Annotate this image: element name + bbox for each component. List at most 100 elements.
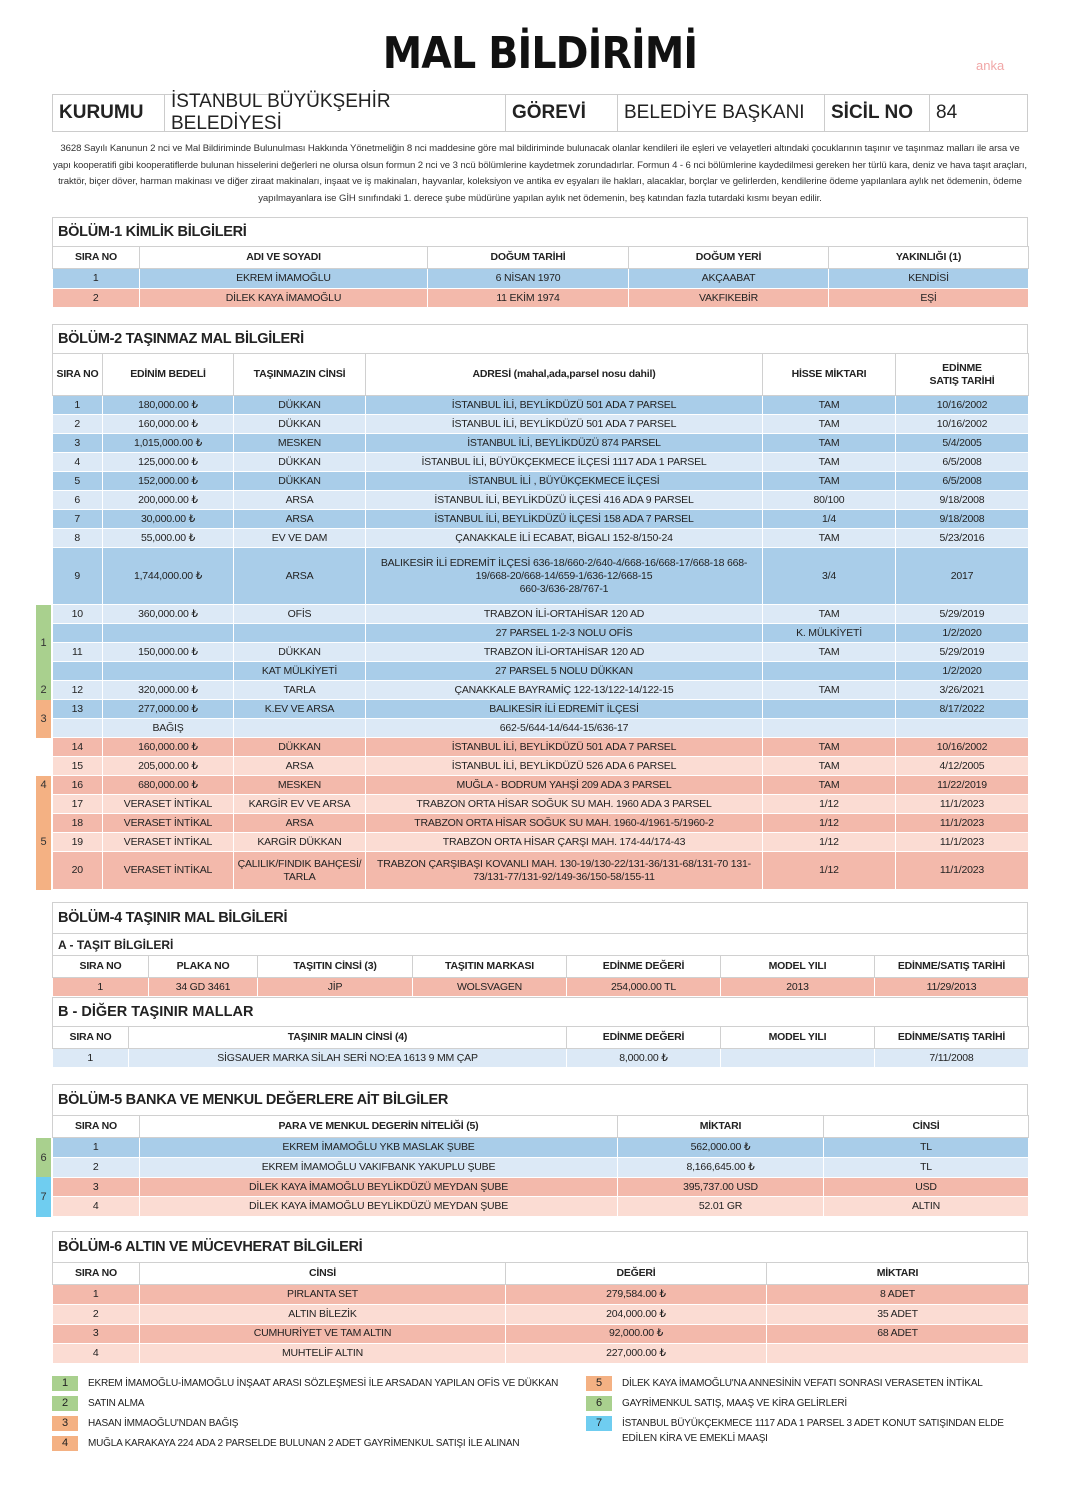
table-cell: TRABZON İLİ-ORTAHİSAR 120 AD [365, 604, 763, 625]
table-cell: 3/26/2021 [895, 680, 1029, 701]
table-row: 1 EKREM İMAMOĞLU 6 NİSAN 1970 AKÇAABAT KENDİ… [52, 268, 1029, 289]
table-cell: 180,000.00 ₺ [102, 395, 234, 416]
column-header: MODEL YILI [720, 1026, 875, 1050]
table-cell: 14 [52, 737, 103, 758]
header-row: SIRA NO TAŞINIR MALIN CİNSİ (4) EDİNME DEĞ… [52, 1026, 1029, 1050]
table-cell: 1 [52, 1284, 140, 1305]
table-cell: DÜKKAN [233, 737, 366, 758]
legend-text: MUĞLA KARAKAYA 224 ADA 2 PARSELDE BULUNA… [88, 1437, 520, 1449]
legend-item: 1 EKREM İMAMOĞLU-İMAMOĞLU İNŞAAT ARASI SÖ… [52, 1375, 572, 1391]
group-marker-6: 6 [36, 1137, 51, 1178]
column-header: SIRA NO [52, 1115, 140, 1139]
column-header: EDİNME/SATIŞ TARİHİ [874, 1026, 1029, 1050]
table-cell: 1 [52, 977, 149, 998]
table-cell: K.EV VE ARSA [233, 699, 366, 720]
table-cell: CUMHURİYET VE TAM ALTIN [139, 1324, 506, 1345]
table-cell: TAM [762, 680, 896, 701]
table-cell: KARGİR EV VE ARSA [233, 794, 366, 815]
table-row: 17 VERASET İNTİKAL KARGİR EV VE ARSA TRABZO… [52, 794, 1029, 815]
legend-text: SATIN ALMA [88, 1397, 145, 1409]
table-cell: 1,015,000.00 ₺ [102, 433, 234, 454]
table-cell: 125,000.00 ₺ [102, 452, 234, 473]
table-cell: TAM [762, 452, 896, 473]
table-cell: 1,744,000.00 ₺ [102, 547, 234, 606]
table-cell: ALTIN BİLEZİK [139, 1304, 506, 1325]
table-cell: ALTIN [823, 1196, 1029, 1218]
table-cell: İSTANBUL İLİ, BÜYÜKÇEKMECE İLÇESİ 1117 A… [365, 452, 763, 473]
table-cell: 4 [52, 452, 103, 473]
table-cell: 12 [52, 680, 103, 701]
table-cell: 6 [52, 490, 103, 511]
table-cell: 8/17/2022 [895, 699, 1029, 720]
table-cell: 2013 [720, 977, 875, 998]
table-cell: 6/5/2008 [895, 471, 1029, 492]
table-cell: BAĞIŞ [102, 718, 234, 739]
column-header: SIRA NO [52, 1262, 140, 1286]
page-title: MAL BİLDİRİMİ [382, 28, 698, 79]
table-cell: 562,000.00 ₺ [617, 1137, 824, 1159]
table-cell: 13 [52, 699, 103, 720]
table-cell: K. MÜLKİYETİ [762, 623, 896, 644]
table-cell: 1 [52, 1137, 140, 1159]
table-row: 20 VERASET İNTİKAL ÇALILIK/FINDIK BAHÇESİ/… [52, 851, 1029, 891]
table-cell: ARSA [233, 756, 366, 777]
table-cell: KARGİR DÜKKAN [233, 832, 366, 853]
table-cell: KENDİSİ [828, 268, 1029, 289]
legend-text: EKREM İMAMOĞLU-İMAMOĞLU İNŞAAT ARASI SÖZ… [88, 1377, 559, 1389]
table-cell: EKREM İMAMOĞLU [139, 268, 428, 289]
table-cell: TAM [762, 433, 896, 454]
legend-item: 4 MUĞLA KARAKAYA 224 ADA 2 PARSELDE BULUN… [52, 1435, 572, 1451]
table-cell: 1 [52, 395, 103, 416]
table-cell: 5/4/2005 [895, 433, 1029, 454]
header-row: SIRA NO EDİNİM BEDELİ TAŞINMAZIN CİNSİ ADRE… [52, 353, 1029, 397]
table-cell: 254,000.00 TL [566, 977, 721, 998]
table-cell: 205,000.00 ₺ [102, 756, 234, 777]
table-row: 27 PARSEL 1-2-3 NOLU OFİS K. MÜLKİYETİ 1/2… [52, 623, 1029, 644]
legend-swatch: 3 [52, 1415, 78, 1431]
table-cell: 10 [52, 604, 103, 625]
table-cell: ARSA [233, 813, 366, 834]
table-cell: 3/4 [762, 547, 896, 606]
table-cell: TL [823, 1157, 1029, 1178]
table-cell: ÇANAKKALE BAYRAMİÇ 122-13/122-14/122-15 [365, 680, 763, 701]
table-cell: TRABZON ÇARŞIBAŞI KOVANLI MAH. 130-19/13… [365, 851, 763, 891]
intro-paragraph: 3628 Sayılı Kanunun 2 nci ve Mal Bildiri… [53, 143, 1027, 204]
table-cell: 9 [52, 547, 103, 606]
table-cell: 8 [52, 528, 103, 549]
table-cell: 360,000.00 ₺ [102, 604, 234, 625]
table-cell: ARSA [233, 509, 366, 530]
table-cell: 17 [52, 794, 103, 815]
column-header: DOĞUM TARİHİ [427, 246, 629, 269]
vehicles-table: SIRA NO PLAKA NO TAŞITIN CİNSİ (3) TAŞITIN … [52, 955, 1029, 998]
table-cell: TAM [762, 642, 896, 663]
group-marker-2: 2 [36, 680, 51, 700]
table-cell: PIRLANTA SET [139, 1284, 506, 1305]
table-cell [762, 661, 896, 682]
table-cell: 8,000.00 ₺ [566, 1048, 721, 1069]
table-row: 12 320,000.00 ₺ TARLA ÇANAKKALE BAYRAMİÇ 12… [52, 680, 1029, 701]
table-cell [52, 718, 103, 739]
legend-text: HASAN İMMAOĞLU'NDAN BAĞIŞ [88, 1417, 239, 1429]
table-cell: 9/18/2008 [895, 509, 1029, 530]
column-header: MODEL YILI [720, 955, 875, 979]
table-cell: 11/1/2023 [895, 832, 1029, 853]
table-cell: 27 PARSEL 1-2-3 NOLU OFİS [365, 623, 763, 644]
table-cell: 320,000.00 ₺ [102, 680, 234, 701]
table-cell: 11/1/2023 [895, 813, 1029, 834]
table-cell: ARSA [233, 547, 366, 606]
table-cell [233, 623, 366, 644]
table-cell: 10/16/2002 [895, 737, 1029, 758]
table-cell: 9/18/2008 [895, 490, 1029, 511]
table-cell: TL [823, 1137, 1029, 1159]
table-cell: İSTANBUL İLİ, BEYLİKDÜZÜ İLÇESİ 158 ADA … [365, 509, 763, 530]
table-cell: DÜKKAN [233, 414, 366, 435]
table-cell: DÜKKAN [233, 395, 366, 416]
table-cell: EŞİ [828, 288, 1029, 309]
group-marker-1: 1 [36, 604, 51, 681]
table-cell: ÇALILIK/FINDIK BAHÇESİ/ TARLA [233, 851, 366, 891]
table-row: 4 DİLEK KAYA İMAMOĞLU BEYLİKDÜZÜ MEYDAN Ş… [52, 1196, 1029, 1218]
table-cell: 3 [52, 1177, 140, 1198]
table-cell: BALIKESİR İLİ EDREMİT İLÇESİ [365, 699, 763, 720]
section-6-title: BÖLÜM-6 ALTIN VE MÜCEVHERAT BİLGİLERİ [52, 1231, 1028, 1263]
table-cell: 35 ADET [766, 1304, 1029, 1325]
